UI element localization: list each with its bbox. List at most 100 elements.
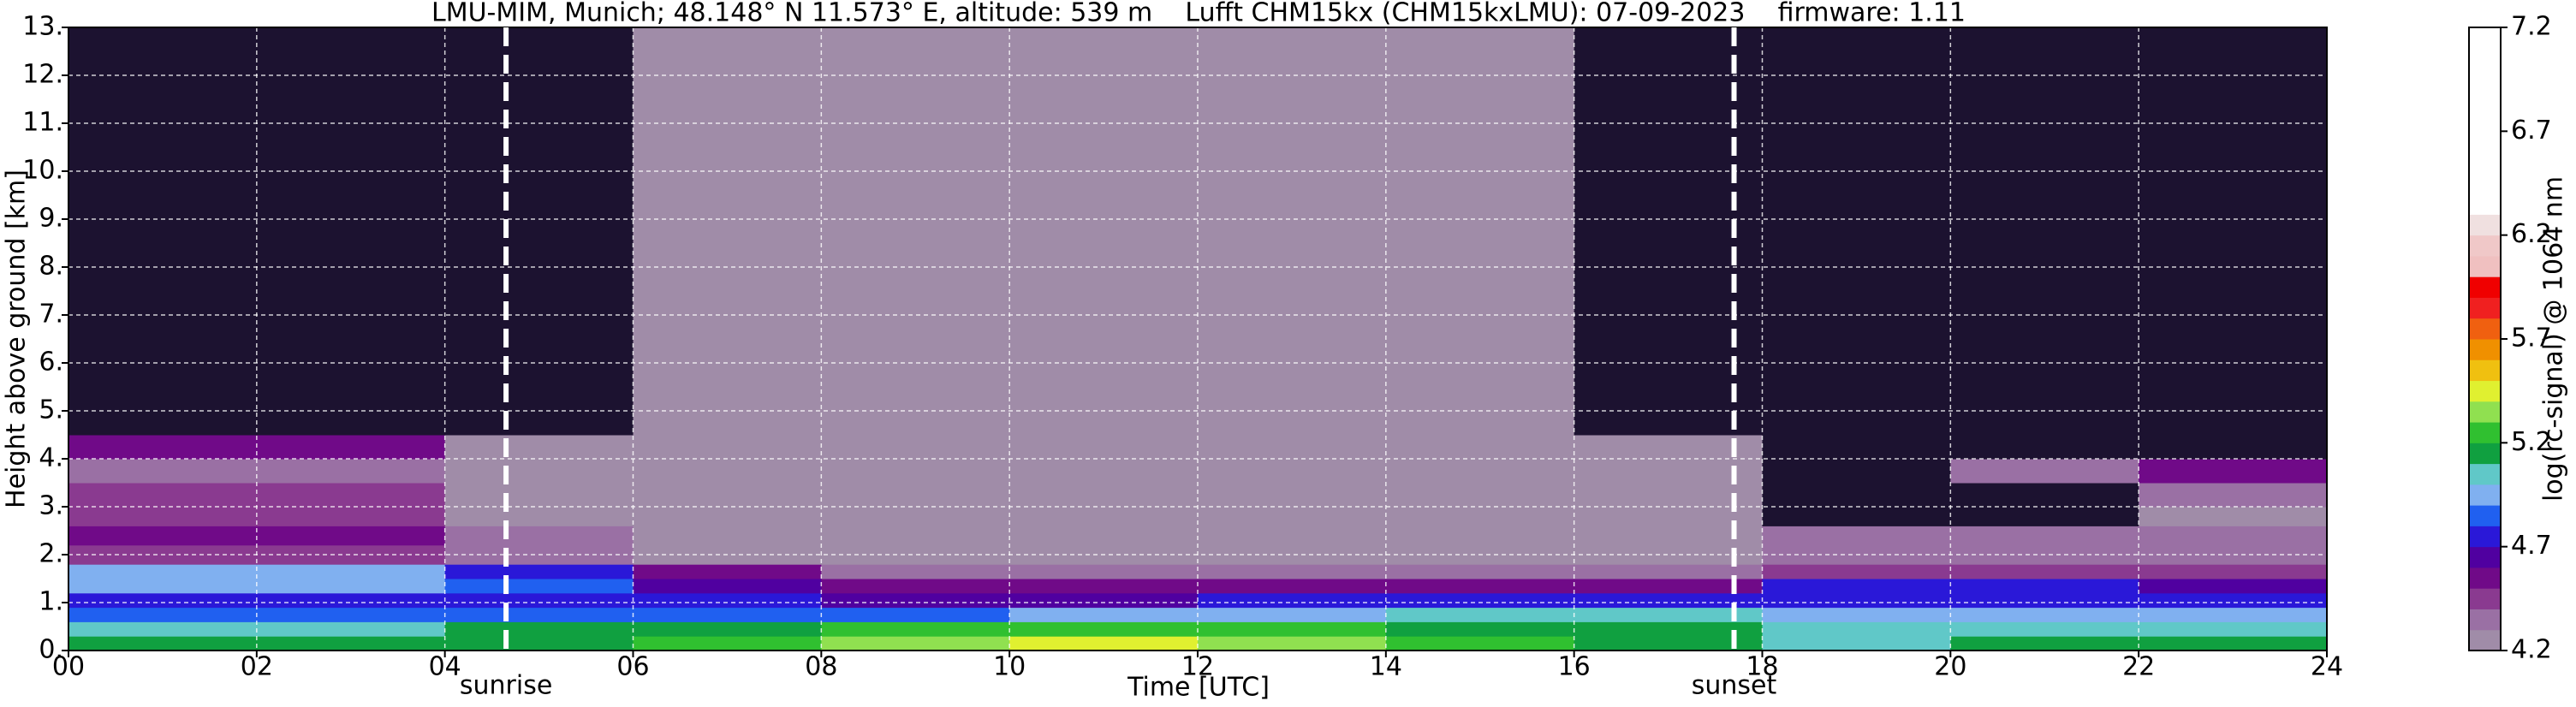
heat-cell bbox=[821, 411, 1010, 436]
heat-cell bbox=[1762, 459, 1951, 484]
heat-cell bbox=[2139, 607, 2328, 622]
heat-cell bbox=[633, 564, 822, 579]
y-tick-label: 2. bbox=[39, 539, 63, 569]
x-tick-label: 00 bbox=[52, 652, 85, 682]
heat-cell bbox=[444, 607, 634, 622]
y-tick-label: 5. bbox=[39, 395, 63, 425]
heat-cell bbox=[1009, 483, 1199, 508]
heat-cell bbox=[1574, 459, 1763, 484]
heat-cell bbox=[1762, 607, 1951, 622]
x-tick-label: 10 bbox=[993, 652, 1026, 682]
heat-cell bbox=[821, 621, 1010, 637]
heat-cell bbox=[68, 607, 258, 622]
y-tick-label: 12. bbox=[22, 60, 63, 90]
y-tick-label: 4. bbox=[39, 443, 63, 473]
colorbar-segment bbox=[2469, 463, 2501, 485]
heat-cell bbox=[1198, 507, 1387, 526]
heat-cell bbox=[68, 636, 258, 651]
heat-cell bbox=[1198, 621, 1387, 637]
colorbar-segment bbox=[2469, 214, 2501, 236]
heat-cell bbox=[1762, 507, 1951, 526]
heat-cell bbox=[2139, 526, 2328, 546]
y-tick-label: 7. bbox=[39, 300, 63, 330]
chart-title: LMU-MIM, Munich; 48.148° N 11.573° E, al… bbox=[431, 0, 1966, 28]
heat-cell bbox=[2139, 579, 2328, 594]
heat-cell bbox=[1198, 219, 1387, 316]
heat-cell bbox=[256, 507, 446, 526]
heat-cell bbox=[1762, 636, 1951, 651]
heat-cell bbox=[633, 483, 822, 508]
colorbar-tick-label: 5.7 bbox=[2511, 324, 2552, 354]
heat-cell bbox=[1950, 526, 2139, 546]
annotation-label: sunrise bbox=[460, 671, 552, 701]
heat-cell bbox=[1385, 411, 1575, 436]
heat-cell bbox=[821, 483, 1010, 508]
heat-cell bbox=[1009, 579, 1199, 594]
colorbar-segment bbox=[2469, 422, 2501, 443]
heat-cell bbox=[256, 544, 446, 565]
heat-cell bbox=[68, 507, 258, 526]
heat-cell bbox=[1385, 507, 1575, 526]
heat-cell bbox=[633, 592, 822, 609]
heat-cell bbox=[633, 507, 822, 526]
colorbar-segment bbox=[2469, 89, 2501, 111]
colorbar-segment bbox=[2469, 443, 2501, 465]
heat-cell bbox=[1385, 579, 1575, 594]
heat-cell bbox=[1385, 564, 1575, 579]
colorbar-segment bbox=[2469, 255, 2501, 277]
heat-cell bbox=[1198, 526, 1387, 546]
heat-cell bbox=[68, 564, 258, 579]
colorbar-segment bbox=[2469, 152, 2501, 174]
colorbar-segment bbox=[2469, 588, 2501, 609]
colorbar-tick-label: 6.2 bbox=[2511, 219, 2552, 249]
heat-cell bbox=[633, 621, 822, 637]
heat-cell bbox=[1950, 411, 2139, 436]
heat-cell bbox=[1385, 483, 1575, 508]
heat-cell bbox=[821, 526, 1010, 546]
heat-cell bbox=[444, 459, 634, 484]
heat-cell bbox=[1574, 483, 1763, 508]
heat-cell bbox=[1009, 621, 1199, 637]
heat-cell bbox=[1385, 526, 1575, 546]
colorbar-segment bbox=[2469, 546, 2501, 568]
heat-cell bbox=[256, 636, 446, 651]
heat-cell bbox=[633, 607, 822, 622]
colorbar-tick-label: 4.2 bbox=[2511, 635, 2552, 665]
heat-cell bbox=[1009, 411, 1199, 436]
heat-cell bbox=[1385, 621, 1575, 637]
heat-cell bbox=[1574, 435, 1763, 460]
heat-cell bbox=[68, 579, 258, 594]
colorbar-tick-label: 5.2 bbox=[2511, 427, 2552, 457]
colorbar-segment bbox=[2469, 505, 2501, 526]
x-axis-label: Time [UTC] bbox=[1127, 673, 1270, 703]
heat-cell bbox=[2139, 459, 2328, 484]
colorbar-segment bbox=[2469, 567, 2501, 589]
colorbar-segment bbox=[2469, 235, 2501, 257]
heat-cell bbox=[1762, 435, 1951, 460]
heat-cell bbox=[1574, 621, 1763, 637]
heat-cell bbox=[1950, 483, 2139, 508]
heat-cell bbox=[1950, 507, 2139, 526]
heat-cell bbox=[444, 636, 634, 651]
heat-cell bbox=[68, 592, 258, 609]
heat-cell bbox=[1950, 607, 2139, 622]
colorbar-segment bbox=[2469, 110, 2501, 132]
heat-cell bbox=[2139, 636, 2328, 651]
colorbar-label: log(rc-signal) @ 1064 nm bbox=[2539, 176, 2569, 502]
x-tick-label: 02 bbox=[241, 652, 273, 682]
colorbar-segment bbox=[2469, 172, 2501, 194]
heat-cell bbox=[2139, 621, 2328, 637]
heat-cell bbox=[821, 544, 1010, 565]
heat-cell bbox=[1574, 636, 1763, 651]
heat-cell bbox=[444, 592, 634, 609]
heat-cell bbox=[2139, 592, 2328, 609]
y-tick-label: 10. bbox=[22, 156, 63, 186]
heat-cell bbox=[1950, 579, 2139, 594]
heat-cell bbox=[821, 459, 1010, 484]
heat-cell bbox=[68, 621, 258, 637]
heat-cell bbox=[1762, 592, 1951, 609]
heat-cell bbox=[1762, 621, 1951, 637]
heat-cell bbox=[1762, 526, 1951, 546]
heat-cell bbox=[1762, 483, 1951, 508]
